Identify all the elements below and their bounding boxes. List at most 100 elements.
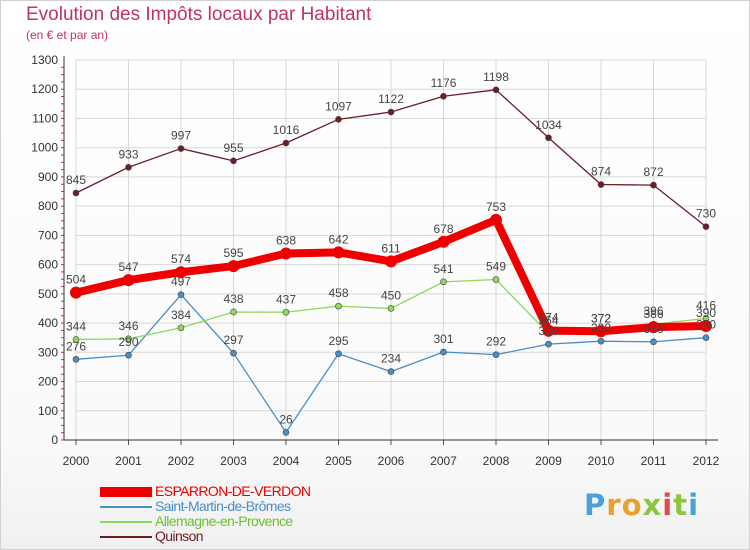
data-point [492, 276, 500, 283]
data-point [387, 368, 395, 375]
data-point [70, 286, 82, 299]
data-label: 1016 [273, 123, 300, 137]
data-label: 416 [696, 298, 716, 312]
data-point [597, 181, 605, 188]
data-label: 450 [381, 288, 401, 302]
data-label: 1034 [535, 118, 562, 132]
x-tick-label: 2011 [641, 454, 667, 468]
data-point [175, 266, 187, 279]
data-point [492, 86, 500, 94]
data-label: 874 [591, 165, 611, 179]
data-label: 678 [433, 222, 453, 236]
data-label: 374 [538, 311, 558, 325]
y-tick-label: 1000 [31, 141, 58, 155]
data-label: 642 [328, 232, 348, 246]
data-label: 574 [171, 252, 191, 266]
y-tick-label: 800 [38, 199, 58, 213]
data-point [282, 429, 290, 436]
y-tick-label: 0 [51, 433, 58, 447]
data-point [72, 336, 80, 343]
data-point [542, 324, 555, 337]
data-label: 730 [696, 207, 716, 221]
data-point [335, 116, 342, 123]
data-label: 541 [433, 262, 453, 276]
data-point [647, 321, 660, 334]
data-point [650, 338, 657, 346]
data-label: 372 [591, 311, 611, 325]
data-label: 438 [223, 292, 243, 306]
data-label: 338 [591, 321, 611, 335]
data-label: 504 [66, 273, 86, 287]
y-tick-label: 1100 [32, 111, 58, 125]
y-tick-label: 600 [38, 258, 58, 272]
data-point [385, 255, 397, 268]
data-point [702, 223, 710, 230]
logo-letter: P [584, 488, 607, 522]
x-tick-label: 2000 [63, 454, 90, 468]
legend-swatch [100, 506, 152, 508]
legend-swatch [100, 536, 152, 538]
x-tick-label: 2007 [430, 454, 457, 468]
x-tick-label: 2001 [115, 454, 142, 468]
x-tick-label: 2002 [168, 454, 195, 468]
data-point [387, 108, 395, 116]
data-point [122, 274, 135, 287]
legend-swatch [100, 487, 152, 497]
data-label: 845 [66, 173, 86, 187]
data-point [282, 139, 290, 147]
data-point [230, 308, 237, 316]
data-label: 497 [171, 275, 191, 289]
x-tick-label: 2006 [378, 454, 405, 468]
y-tick-label: 700 [38, 228, 58, 242]
logo-letter: t [673, 488, 689, 522]
x-tick-label: 2012 [693, 454, 720, 468]
data-point [440, 348, 447, 356]
y-tick-label: 900 [38, 170, 58, 184]
data-point [72, 356, 80, 363]
data-label: 458 [328, 286, 348, 300]
data-label: 346 [118, 319, 138, 333]
data-point [490, 213, 502, 226]
data-point [335, 350, 342, 358]
data-label: 364 [538, 314, 558, 328]
proxiti-logo: Proxiti [584, 488, 699, 522]
data-point [440, 278, 447, 286]
x-tick-label: 2003 [220, 454, 247, 468]
x-tick-label: 2009 [535, 454, 562, 468]
data-point [177, 145, 185, 152]
data-point [595, 325, 607, 338]
data-point [700, 320, 712, 332]
data-point [387, 305, 395, 312]
data-label: 955 [223, 141, 243, 155]
y-tick-label: 400 [38, 316, 58, 330]
logo-letter: i [662, 488, 674, 522]
data-point [282, 308, 290, 316]
data-label: 344 [66, 319, 86, 333]
data-label: 547 [118, 260, 138, 274]
data-label: 336 [643, 322, 663, 336]
data-label: 292 [486, 335, 506, 349]
data-label: 290 [118, 335, 138, 349]
logo-letter: o [621, 488, 643, 522]
data-label: 297 [223, 333, 243, 347]
legend-label: Allemagne-en-Provence [155, 513, 293, 529]
data-label: 390 [696, 306, 716, 320]
data-point [332, 246, 345, 259]
y-tick-label: 200 [38, 375, 58, 389]
data-point [597, 337, 605, 345]
data-label: 638 [276, 234, 296, 248]
data-label: 437 [276, 292, 296, 306]
legend-label: ESPARRON-DE-VERDON [155, 483, 311, 499]
x-tick-label: 2008 [483, 454, 510, 468]
data-label: 350 [696, 318, 716, 332]
y-tick-label: 300 [38, 345, 58, 359]
data-label: 872 [643, 165, 663, 179]
x-tick-label: 2010 [588, 454, 615, 468]
legend-label: Saint-Martin-de-Brômes [155, 498, 291, 514]
y-tick-label: 1200 [31, 82, 58, 96]
data-label: 753 [486, 200, 506, 214]
data-point [177, 324, 185, 332]
data-label: 1198 [483, 70, 509, 84]
